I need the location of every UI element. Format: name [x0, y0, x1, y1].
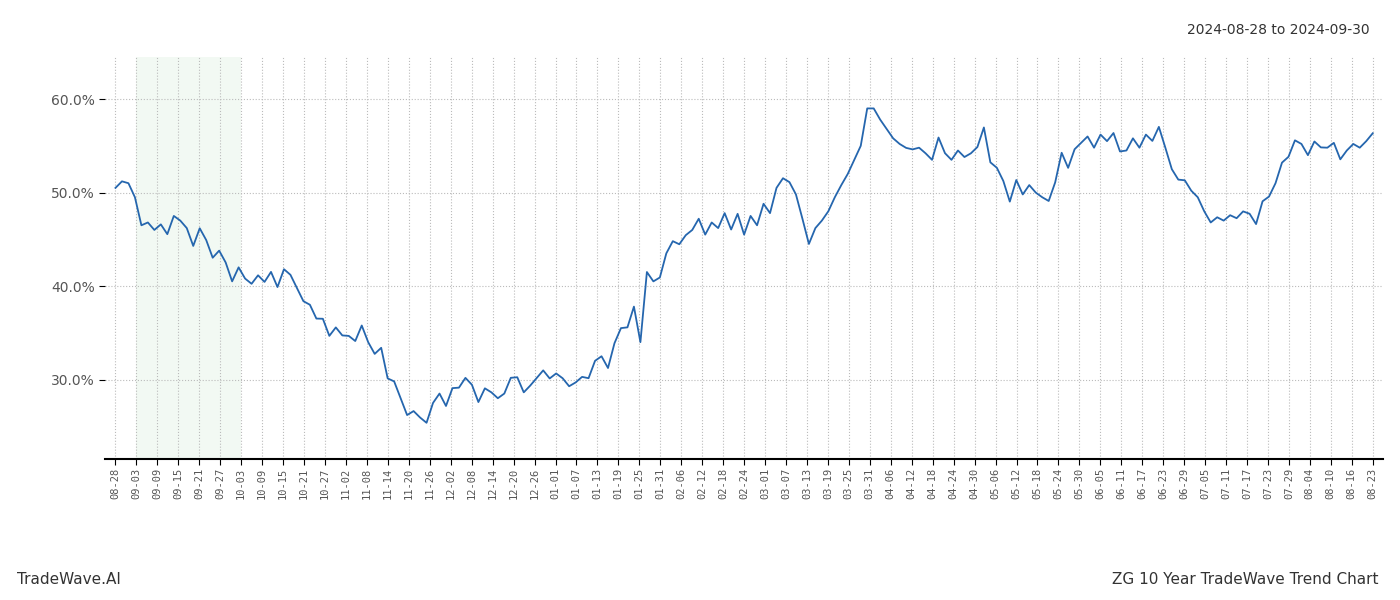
Bar: [136, 57, 241, 459]
Text: 2024-08-28 to 2024-09-30: 2024-08-28 to 2024-09-30: [1187, 23, 1369, 37]
Text: TradeWave.AI: TradeWave.AI: [17, 572, 120, 587]
Text: ZG 10 Year TradeWave Trend Chart: ZG 10 Year TradeWave Trend Chart: [1113, 572, 1379, 587]
